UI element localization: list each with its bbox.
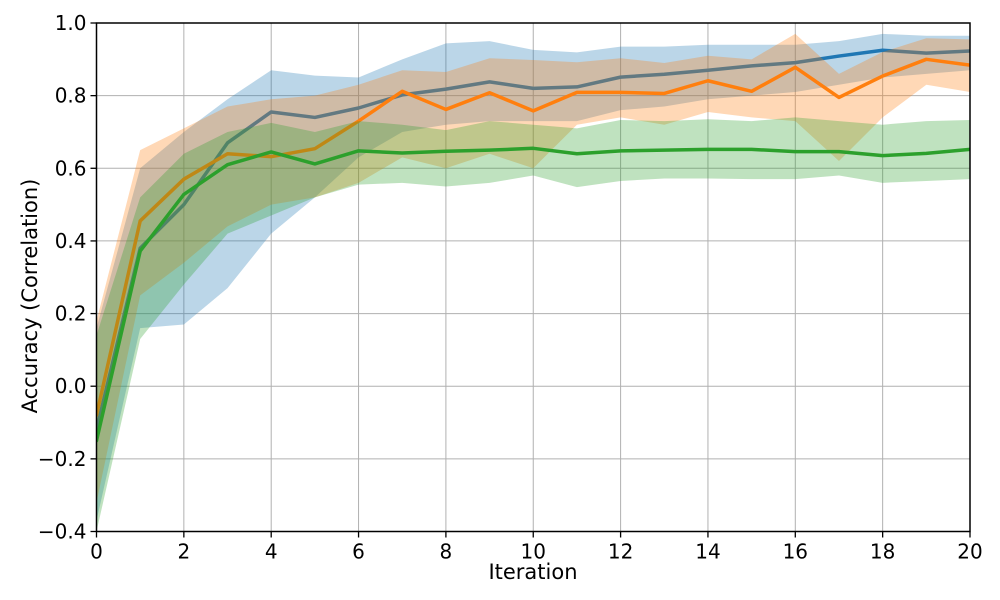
y-axis-label: Accuracy (Correlation) [18, 178, 42, 414]
y-tick-label: −0.2 [38, 447, 87, 471]
blue-confidence-band [96, 33, 970, 521]
orange-confidence-band [96, 33, 970, 503]
y-tick-label: 0.0 [55, 374, 87, 398]
x-axis-label: Iteration [488, 560, 578, 584]
y-tick-label: 0.4 [55, 229, 87, 253]
green-line [96, 146, 970, 443]
green-confidence-band [96, 117, 970, 532]
x-tick-label: 10 [521, 540, 546, 564]
x-tick-label: 8 [440, 540, 453, 564]
x-tick-label: 18 [870, 540, 895, 564]
x-tick-label: 0 [90, 540, 103, 564]
x-tick-label: 14 [695, 540, 720, 564]
y-tick-label: −0.4 [38, 520, 87, 544]
y-tick-label: 1.0 [55, 11, 87, 35]
x-tick-label: 4 [265, 540, 278, 564]
x-tick-label: 2 [177, 540, 190, 564]
x-tick-label: 20 [957, 540, 982, 564]
x-tick-label: 12 [608, 540, 633, 564]
blue-line [96, 48, 970, 432]
orange-line [96, 57, 970, 418]
y-tick-label: 0.6 [55, 156, 87, 180]
x-tick-label: 16 [783, 540, 808, 564]
x-tick-label: 6 [352, 540, 365, 564]
y-tick-label: 0.8 [55, 84, 87, 108]
y-tick-label: 0.2 [55, 302, 87, 326]
